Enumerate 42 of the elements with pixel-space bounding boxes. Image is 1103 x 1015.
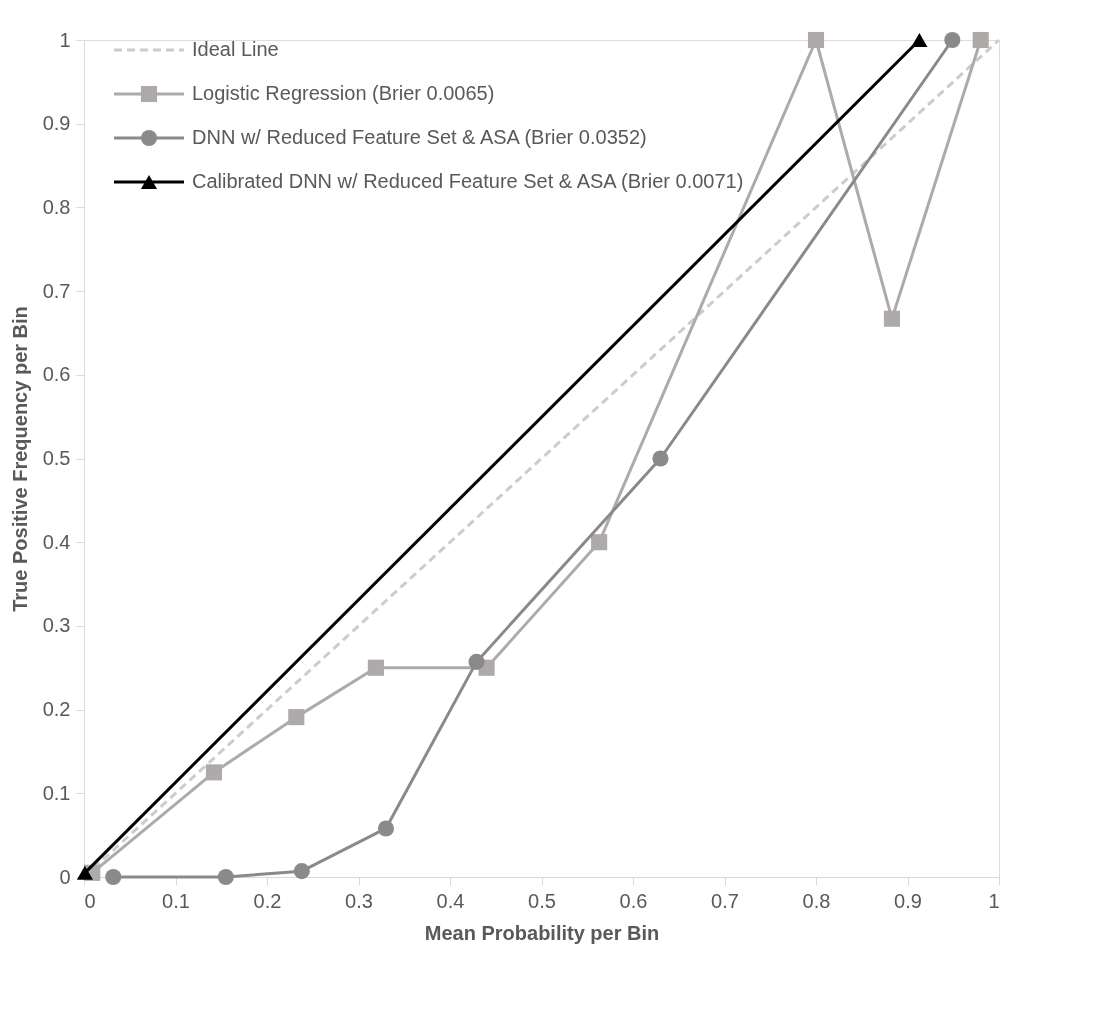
point [652,450,669,467]
y-tick-label: 0.1 [42,781,71,804]
x-tick-label: 0.6 [619,889,648,912]
point [807,31,825,49]
y-tick-label: 0.3 [42,614,71,637]
point [293,863,310,880]
point [883,310,901,327]
point [205,764,222,781]
x-tick-label: 0 [84,889,96,912]
x-tick-label: 0.5 [528,889,556,912]
point [944,31,961,49]
y-tick-label: 0.4 [42,530,71,553]
x-tick-label: 0.1 [162,889,190,912]
y-tick-label: 0 [59,865,71,888]
point [367,659,384,676]
y-tick-label: 1 [59,28,71,51]
legend-label: Logistic Regression (Brier 0.0065) [192,82,495,104]
x-tick-label: 1 [988,889,1000,912]
y-tick-label: 0.6 [42,363,71,386]
point [217,868,234,886]
point [288,709,305,726]
x-tick-label: 0.9 [894,889,922,912]
legend-label: Ideal Line [192,38,279,60]
point [591,534,608,551]
point [377,820,395,837]
x-tick-label: 0.2 [253,889,282,912]
legend-label: DNN w/ Reduced Feature Set & ASA (Brier 0.0352) [192,126,647,148]
y-tick-label: 0.2 [42,698,71,721]
y-tick-label: 0.9 [42,112,71,135]
y-tick-label: 0.5 [42,447,71,469]
y-tick-label: 0.7 [42,279,71,302]
point [972,31,989,49]
y-tick-label: 0.8 [42,195,71,218]
x-tick-label: 0.7 [711,889,739,912]
point [468,653,485,670]
x-tick-label: 0.4 [436,889,465,912]
legend-label: Calibrated DNN w/ Reduced Feature Set & ASA (Brier 0.0071) [192,170,744,192]
y-axis-title: True Positive Frequency per Bin [8,306,31,612]
x-tick-label: 0.3 [345,889,373,912]
x-axis-title: Mean Probability per Bin [424,921,660,944]
point [105,868,122,886]
x-tick-label: 0.8 [802,889,831,912]
